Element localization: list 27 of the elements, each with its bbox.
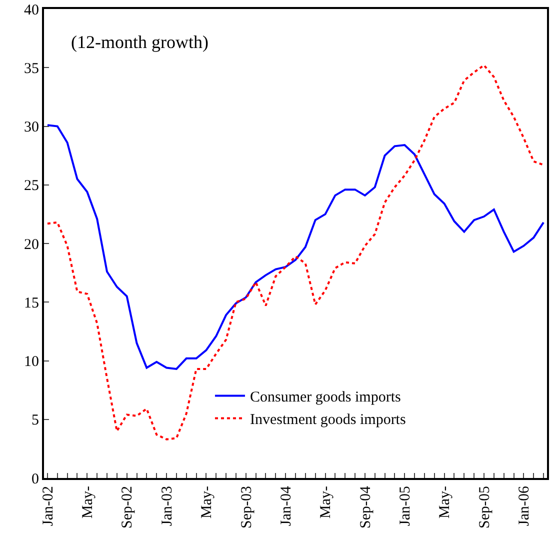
x-tick-label: May-	[318, 486, 334, 518]
annotation: (12-month growth)	[71, 32, 208, 52]
x-tick-label: May-	[437, 486, 454, 518]
y-tick-label: 30	[24, 120, 39, 136]
x-tick-label: Jan-02	[40, 486, 56, 526]
y-tick-label: 5	[32, 412, 39, 429]
x-tick-label: Jan-03	[159, 486, 176, 526]
x-tick-label: Sep-05	[476, 486, 493, 528]
y-tick-label: 0	[32, 471, 39, 488]
y-tick-label: 10	[24, 354, 39, 370]
line-series	[46, 124, 545, 370]
legend-label: Consumer goods imports	[250, 390, 401, 406]
y-tick-label: 15	[24, 295, 39, 312]
x-tick-label: May-	[199, 486, 216, 518]
line-series	[46, 64, 545, 440]
y-tick-label: 35	[24, 60, 39, 77]
x-tick-label: Sep-03	[238, 486, 255, 528]
x-tick-label: Jan-06	[516, 486, 533, 526]
x-tick-label: Sep-04	[358, 486, 374, 528]
y-tick-label: 40	[24, 2, 39, 18]
x-tick-label: Sep-02	[120, 486, 136, 528]
legend-label: Investment goods imports	[250, 412, 406, 428]
x-tick-label: Jan-05	[398, 486, 414, 526]
x-tick-label: Jan-04	[278, 486, 294, 526]
y-tick-label: 20	[24, 236, 39, 253]
y-tick-label: 25	[24, 178, 39, 194]
x-tick-label: May-	[80, 486, 96, 518]
